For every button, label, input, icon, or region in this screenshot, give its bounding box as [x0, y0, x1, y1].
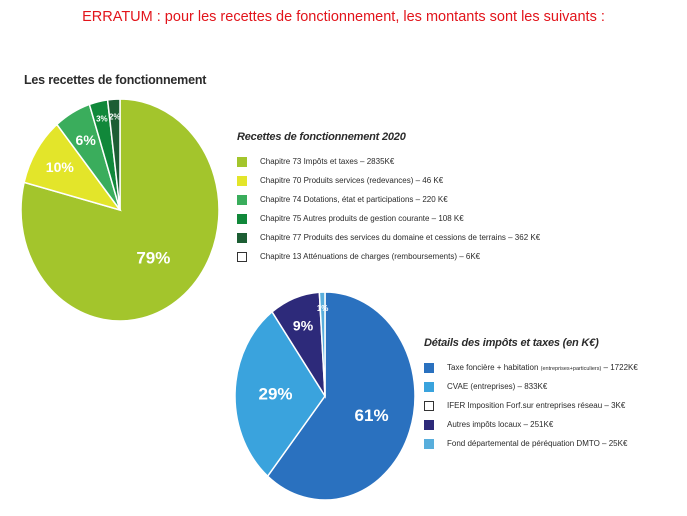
chart-title-recettes: Les recettes de fonctionnement	[24, 73, 207, 87]
legend-label: Chapitre 77 Produits des services du dom…	[260, 233, 541, 242]
pie-slice-chapitre-77-produits-des-servi	[106, 98, 121, 211]
legend-swatch	[424, 438, 434, 449]
legend-label: IFER Imposition Forf.sur entreprises rés…	[447, 401, 626, 410]
erratum-notice: ERRATUM : pour les recettes de fonctionn…	[82, 9, 605, 25]
legend-swatch	[424, 419, 434, 430]
legend-label: Chapitre 70 Produits services (redevance…	[260, 176, 444, 185]
pie-value-label: 10%	[46, 159, 75, 175]
legend-label: CVAE (entreprises) – 833K€	[447, 382, 548, 391]
pie-chart-recettes: 79% 10%6% 3% 2%	[20, 98, 220, 322]
pie-value-label: 2%	[109, 112, 121, 121]
legend-swatch	[424, 381, 434, 392]
legend-item-chapitre-75: Chapitre 75 Autres produits de gestion c…	[237, 209, 540, 228]
pie-value-label: 3%	[96, 115, 108, 124]
legend-swatch	[237, 232, 247, 243]
legend-label-suffix: – 1722K€	[601, 363, 638, 372]
legend-swatch	[237, 251, 247, 262]
legend-item-autres-impots: Autres impôts locaux – 251K€	[424, 415, 638, 434]
legend-swatch	[237, 175, 247, 186]
legend-swatch	[424, 400, 434, 411]
legend-swatch	[237, 213, 247, 224]
pie-slice-fond-departemental-de-perequat	[318, 291, 326, 397]
legend-swatch	[237, 156, 247, 167]
pie-slice-cvae-entreprises-833k	[234, 310, 326, 478]
legend-label-main: Taxe foncière + habitation	[447, 363, 539, 372]
legend-item-dmto: Fond départemental de péréquation DMTO –…	[424, 434, 638, 453]
pie-slice-taxe-fonciere-habitation	[266, 291, 416, 501]
legend-impots: Détails des impôts et taxes (en K€) Taxe…	[424, 337, 638, 453]
legend-recettes: Recettes de fonctionnement 2020 Chapitre…	[237, 131, 540, 266]
pie-value-label: 9%	[293, 318, 314, 334]
legend-item-chapitre-77: Chapitre 77 Produits des services du dom…	[237, 228, 540, 247]
pie-value-label: 6%	[76, 132, 97, 148]
legend-item-chapitre-74: Chapitre 74 Dotations, état et participa…	[237, 190, 540, 209]
legend-item-chapitre-70: Chapitre 70 Produits services (redevance…	[237, 171, 540, 190]
legend-item-taxe-fonciere: Taxe foncière + habitation (entreprises+…	[424, 358, 638, 377]
pie-value-label: 1%	[317, 304, 329, 313]
pie-chart-impots: 61% 29% 9%1%	[234, 291, 416, 501]
legend-item-chapitre-13: Chapitre 13 Atténuations de charges (rem…	[237, 247, 540, 266]
legend-label: Taxe foncière + habitation (entreprises+…	[447, 363, 638, 372]
legend-title-recettes: Recettes de fonctionnement 2020	[237, 131, 406, 143]
legend-label: Chapitre 13 Atténuations de charges (rem…	[260, 252, 481, 261]
legend-item-cvae: CVAE (entreprises) – 833K€	[424, 377, 638, 396]
legend-swatch	[424, 362, 434, 373]
legend-item-ifer: IFER Imposition Forf.sur entreprises rés…	[424, 396, 638, 415]
legend-label: Chapitre 73 Impôts et taxes – 2835K€	[260, 157, 395, 166]
legend-label: Chapitre 75 Autres produits de gestion c…	[260, 214, 464, 223]
legend-label-note: (entreprises+particuliers)	[540, 366, 602, 372]
legend-swatch	[237, 194, 247, 205]
legend-item-chapitre-73: Chapitre 73 Impôts et taxes – 2835K€	[237, 152, 540, 171]
pie-value-label: 61%	[355, 406, 389, 425]
legend-label: Fond départemental de péréquation DMTO –…	[447, 439, 628, 448]
legend-label: Chapitre 74 Dotations, état et participa…	[260, 195, 448, 204]
pie-value-label: 29%	[259, 385, 293, 404]
legend-title-impots: Détails des impôts et taxes (en K€)	[424, 337, 599, 349]
legend-label: Autres impôts locaux – 251K€	[447, 420, 554, 429]
pie-value-label: 79%	[136, 249, 170, 268]
